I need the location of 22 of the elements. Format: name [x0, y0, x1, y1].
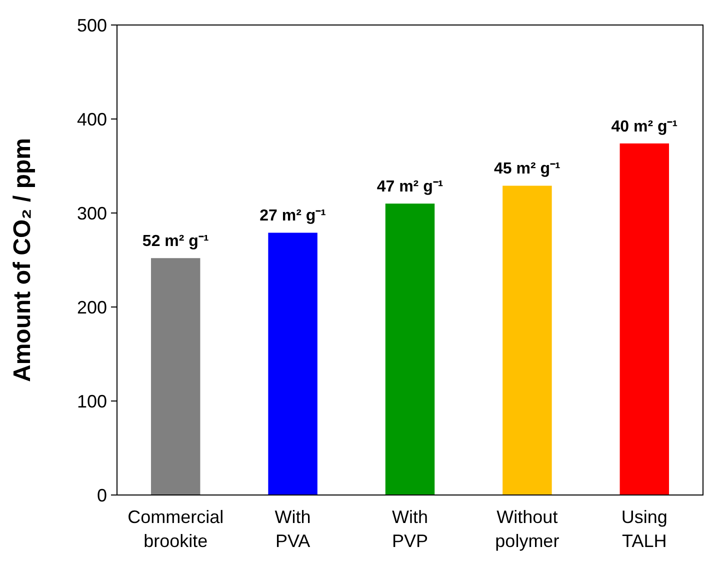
y-tick-label: 300	[76, 203, 107, 224]
bar	[502, 186, 552, 495]
annotation: 45 m² g⁻¹	[494, 160, 560, 178]
bar	[150, 258, 200, 495]
y-tick-label: 200	[76, 297, 107, 318]
x-tick-label: With PVA	[274, 507, 311, 551]
annotation: 52 m² g⁻¹	[142, 233, 209, 250]
x-tick-label: With PVP	[392, 507, 428, 551]
annotation: 47 m² g⁻¹	[376, 178, 444, 196]
y-tick-label: 500	[76, 15, 107, 36]
y-tick-label: 100	[76, 391, 107, 412]
x-tick-label: Commercial brookite	[128, 507, 224, 551]
y-axis-title: Amount of CO₂ / ppm	[9, 138, 36, 382]
x-tick-label: Without polymer	[495, 507, 560, 551]
x-tick-label: Using TALH	[621, 507, 668, 551]
annotation: 40 m² g⁻¹	[611, 118, 678, 136]
bar	[268, 232, 318, 495]
y-tick-label: 0	[96, 485, 107, 506]
bar	[385, 204, 435, 495]
annotation: 27 m² g⁻¹	[260, 208, 326, 225]
y-tick-label: 400	[76, 109, 107, 130]
bar	[620, 143, 670, 495]
